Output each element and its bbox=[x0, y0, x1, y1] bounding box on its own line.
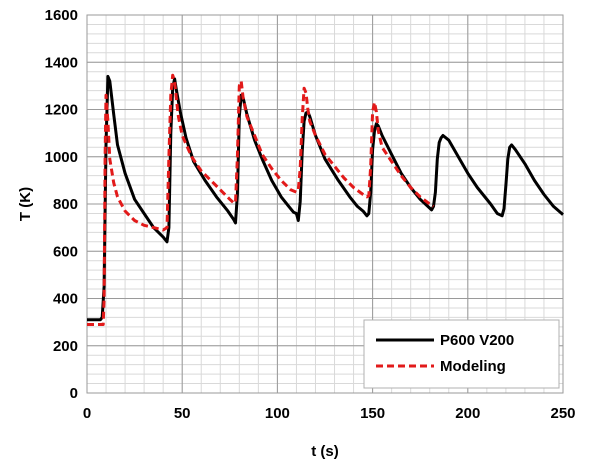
series-line-modeling bbox=[87, 73, 435, 326]
series-layer bbox=[87, 73, 564, 326]
x-tick-label: 150 bbox=[360, 405, 385, 422]
x-tick-label: 100 bbox=[265, 405, 290, 422]
y-axis-title: T (K) bbox=[17, 187, 34, 221]
y-tick-label: 400 bbox=[53, 291, 78, 308]
legend-box bbox=[363, 319, 560, 389]
x-axis-tick-labels: 0 50 100 150 200 250 bbox=[83, 405, 576, 422]
y-tick-label: 1400 bbox=[45, 54, 78, 71]
y-tick-label: 200 bbox=[53, 338, 78, 355]
legend-label-modeling: Modeling bbox=[440, 358, 506, 375]
y-tick-label: 600 bbox=[53, 243, 78, 260]
y-tick-label: 1600 bbox=[45, 7, 78, 24]
x-tick-label: 250 bbox=[550, 405, 575, 422]
x-tick-label: 0 bbox=[83, 405, 91, 422]
y-axis-tick-labels: 0 200 400 600 800 1000 1200 1400 1600 bbox=[45, 7, 78, 402]
plot-area-border bbox=[86, 14, 564, 394]
y-tick-label: 800 bbox=[53, 196, 78, 213]
x-axis-title: t (s) bbox=[311, 443, 339, 460]
y-tick-label: 0 bbox=[70, 385, 78, 402]
y-tick-label: 1000 bbox=[45, 149, 78, 166]
y-tick-label: 1200 bbox=[45, 102, 78, 119]
series-line-p600-v200 bbox=[87, 74, 564, 322]
x-tick-label: 50 bbox=[174, 405, 191, 422]
legend-label-p600-v200: P600 V200 bbox=[440, 332, 514, 349]
legend: P600 V200 Modeling bbox=[363, 319, 560, 389]
x-tick-label: 200 bbox=[455, 405, 480, 422]
